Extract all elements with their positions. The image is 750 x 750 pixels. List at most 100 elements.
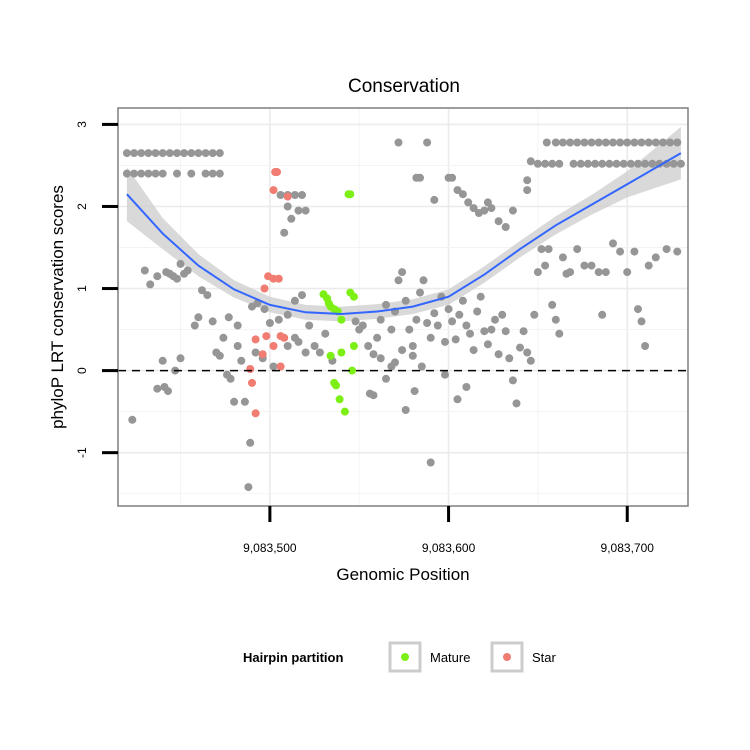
data-point [634,159,642,168]
data-point [666,138,675,147]
data-point [609,239,617,248]
data-point [573,138,582,147]
data-point [233,342,242,350]
data-point [616,247,625,256]
data-point [208,149,217,158]
data-point-star [269,186,278,195]
data-point [416,173,424,182]
data-point [634,305,642,314]
data-point [382,374,390,383]
data-point-star [260,284,269,293]
data-point [583,159,592,168]
data-point [224,313,233,322]
data-point-star [273,168,281,176]
data-point [137,169,146,178]
data-point [426,333,435,342]
data-point [305,321,314,330]
legend-title: Hairpin partition [243,650,343,665]
data-point [609,138,617,147]
data-point [526,356,535,365]
data-point [591,159,600,168]
data-point [430,309,439,318]
data-point [542,138,551,147]
legend-swatch-mature [401,653,409,661]
data-point [398,268,407,277]
data-point [151,149,160,158]
data-point [473,307,482,316]
data-point [501,223,510,231]
data-point [541,261,550,270]
data-point [453,395,462,404]
data-point [659,138,667,147]
data-point [158,356,167,365]
background-points [122,138,685,492]
data-point [558,253,567,262]
legend: Hairpin partition Mature Star [243,641,557,673]
data-point [144,149,153,158]
data-point [369,350,378,359]
data-point [140,266,149,275]
data-point [641,342,650,350]
data-point [630,247,639,256]
data-point-star [280,333,289,342]
data-point [315,348,324,357]
data-point [351,317,360,326]
data-point [587,261,596,270]
data-point [122,149,131,158]
data-point [548,159,557,168]
data-point [394,276,403,285]
data-point [173,169,181,178]
data-point [630,138,639,147]
data-point [516,343,524,352]
data-point-mature [349,342,358,350]
data-point [480,206,489,215]
data-point [533,268,542,277]
data-point-star [251,409,260,418]
data-point-mature [337,315,346,324]
data-point [201,169,210,178]
data-point [410,387,419,396]
data-point [208,317,217,326]
legend-label-star: Star [532,650,557,665]
data-point [301,206,310,215]
x-axis: 9,083,500 9,083,600 9,083,700 [243,506,654,555]
data-point [260,305,269,314]
data-point [401,296,410,305]
data-point [173,274,181,283]
data-point [215,351,224,360]
data-point [469,346,478,355]
data-point [287,214,296,223]
data-point-star [258,350,267,359]
data-point [637,138,646,147]
data-point [146,280,155,289]
x-tick-label: 9,083,500 [243,541,297,555]
data-point [128,415,137,424]
data-point [310,342,319,350]
data-point [519,327,528,336]
data-point [530,310,539,319]
data-point [144,169,153,178]
data-point [487,325,496,334]
data-point [441,370,449,379]
data-point [408,342,417,350]
data-point [637,317,646,326]
data-point [394,138,403,147]
data-point [573,245,582,254]
data-point [501,327,510,336]
data-point [276,191,285,199]
data-point [294,206,303,215]
data-point [551,138,560,147]
data-point [641,159,650,168]
data-point-star [262,332,271,341]
data-point [230,397,239,406]
plot-border [117,107,689,507]
data-point-mature [348,366,357,375]
data-point [190,321,199,330]
data-point [548,300,557,309]
data-point [426,458,435,467]
data-point [274,315,283,324]
data-point [194,313,203,322]
data-point-mature [346,190,355,199]
data-point [512,399,521,408]
data-point [283,342,292,350]
